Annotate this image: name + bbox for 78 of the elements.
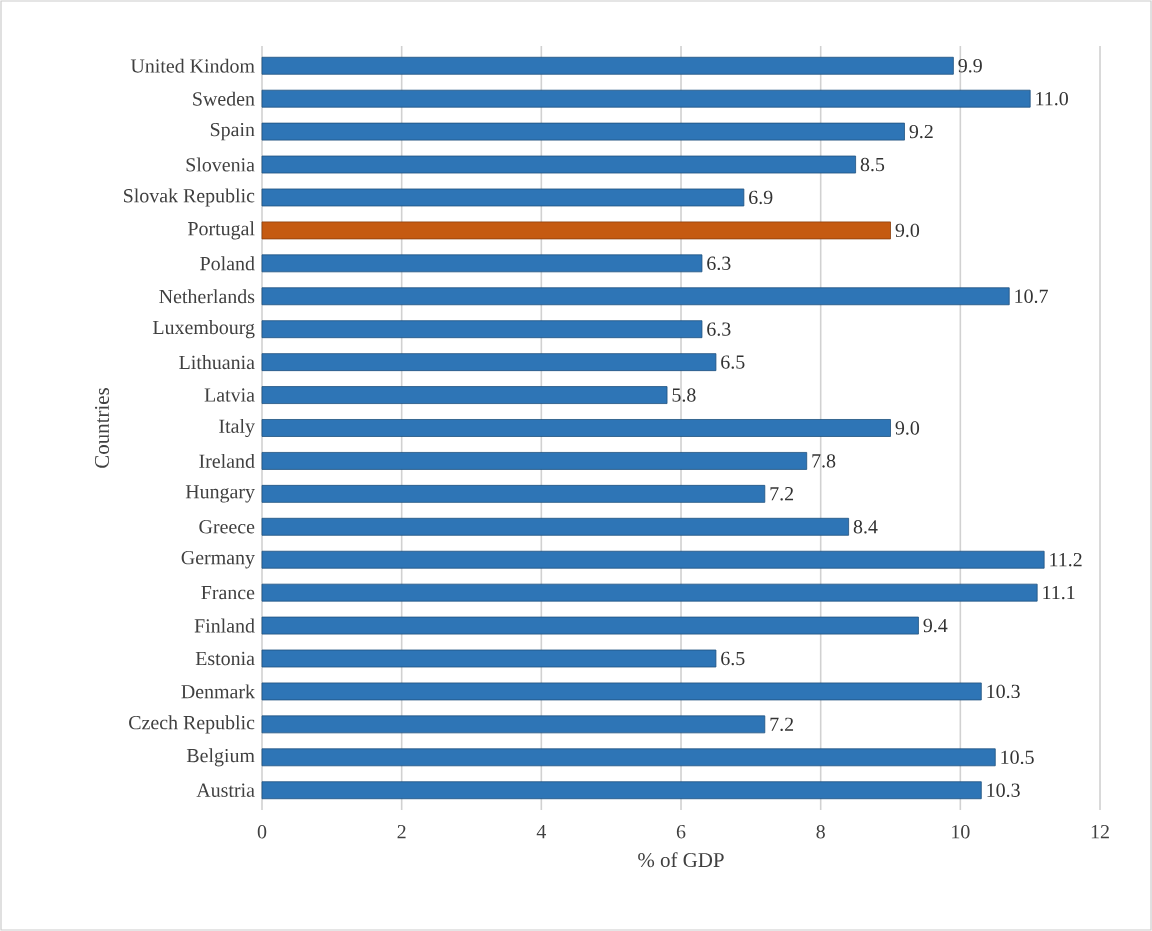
bar: [261, 616, 919, 635]
bar: [261, 452, 808, 470]
bar: [261, 254, 703, 273]
data-label: 8.4: [853, 520, 878, 534]
bar: [261, 188, 745, 207]
bar: [261, 353, 717, 372]
y-tick-label: Ireland: [199, 453, 255, 468]
bar: [261, 89, 1031, 108]
bar: [261, 320, 703, 339]
x-tick-label: 2: [397, 825, 406, 839]
data-label: 10.3: [987, 684, 1020, 699]
data-label: 9.0: [895, 421, 920, 435]
y-tick-label: Netherlands: [159, 289, 255, 304]
bar: [261, 649, 717, 668]
bar: [261, 517, 850, 536]
y-tick-label: Slovak Republic: [124, 188, 255, 207]
y-tick-label: Poland: [200, 256, 255, 271]
bar: [261, 419, 891, 437]
bar: [261, 386, 668, 404]
y-tick-label: Hungary: [185, 485, 255, 503]
y-tick-label: Lithuania: [179, 355, 255, 370]
bar: [261, 287, 1010, 306]
y-tick-label: Spain: [210, 122, 255, 141]
data-label: 11.1: [1043, 585, 1075, 600]
data-label: 7.2: [770, 487, 794, 501]
data-label: 6.5: [721, 651, 745, 666]
x-tick-label: 4: [536, 825, 547, 839]
bar: [261, 221, 891, 240]
y-tick-label: Slovenia: [186, 157, 255, 172]
y-tick-label: Denmark: [181, 684, 255, 699]
data-label: 10.3: [987, 783, 1020, 798]
bar: [261, 715, 766, 734]
data-label: 6.5: [721, 355, 745, 369]
data-label: 10.7: [1015, 289, 1048, 304]
data-label: 11.0: [1036, 91, 1068, 106]
x-tick-label: 0: [257, 825, 267, 839]
data-label: 8.5: [860, 157, 885, 172]
y-tick-label: Greece: [199, 520, 255, 534]
y-tick-label: Sweden: [193, 91, 255, 106]
bar: [261, 122, 905, 141]
data-label: 9.0: [895, 223, 920, 238]
y-tick-label: United Kindom: [130, 58, 255, 73]
y-tick-label: Finland: [194, 618, 255, 633]
data-label: 11.2: [1050, 552, 1082, 567]
data-label: 6.9: [749, 190, 773, 205]
data-label: 9.9: [958, 59, 982, 73]
bar: [261, 550, 1045, 569]
data-label: 5.8: [672, 388, 696, 402]
y-tick-label: Luxembourg: [152, 320, 255, 339]
bar: [261, 56, 954, 75]
x-tick-label: 10: [952, 825, 970, 839]
y-tick-label: Czech Republic: [129, 715, 255, 734]
y-tick-label: France: [201, 586, 255, 600]
y-tick-label: Portugal: [188, 221, 255, 240]
data-label: 6.3: [707, 256, 731, 271]
x-tick-label: 12: [1091, 825, 1109, 839]
bar: [261, 682, 982, 701]
bar: [261, 781, 982, 800]
x-axis-title: % of GDP: [638, 852, 724, 868]
y-tick-label: Italy: [219, 418, 255, 438]
data-label: 7.8: [812, 454, 836, 468]
y-tick-label: Belgium: [186, 748, 255, 767]
data-label: 7.2: [770, 717, 794, 732]
y-tick-label: Germany: [181, 550, 255, 569]
y-tick-label: Austria: [196, 783, 255, 797]
y-axis-title: Countries: [94, 388, 110, 468]
data-label: 9.2: [909, 124, 933, 139]
x-tick-label: 8: [816, 825, 825, 839]
y-tick-label: Latvia: [204, 388, 255, 402]
data-label: 9.4: [923, 618, 948, 633]
data-label: 6.3: [707, 322, 731, 336]
bar: [261, 155, 856, 174]
x-tick-label: 6: [676, 825, 686, 839]
data-label: 10.5: [1001, 750, 1034, 765]
bar: [261, 748, 996, 767]
bar: [261, 583, 1038, 602]
bar: [261, 484, 766, 503]
y-tick-label: Estonia: [195, 651, 255, 666]
